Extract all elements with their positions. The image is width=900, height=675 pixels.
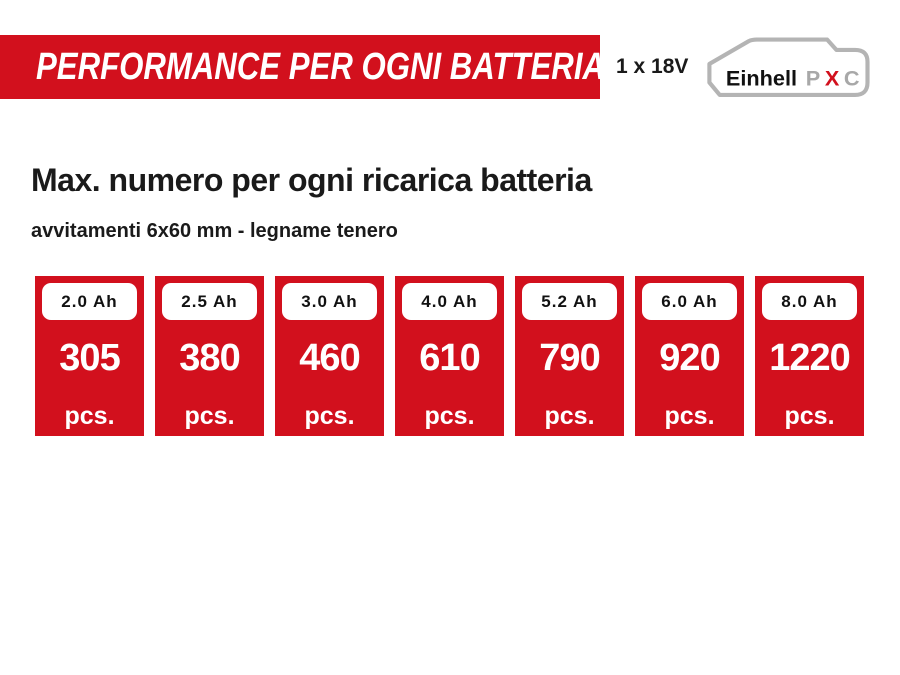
battery-card: 2.5 Ah 380 pcs. (155, 276, 264, 436)
capacity-badge: 2.5 Ah (162, 283, 257, 320)
screw-count-value: 305 (59, 337, 120, 379)
logo-letter-x: X (825, 66, 840, 91)
capacity-badge: 2.0 Ah (42, 283, 137, 320)
screw-count-value: 380 (179, 337, 240, 379)
capacity-badge: 5.2 Ah (522, 283, 617, 320)
unit-label: pcs. (64, 402, 115, 430)
pxc-battery-outline-icon: Einhell P X C (707, 37, 870, 97)
screw-count-value: 790 (539, 337, 600, 379)
capacity-badge: 8.0 Ah (762, 283, 857, 320)
page-subtitle: avvitamenti 6x60 mm - legname tenero (31, 220, 398, 242)
battery-card: 3.0 Ah 460 pcs. (275, 276, 384, 436)
einhell-pxc-logo: Einhell P X C (705, 36, 875, 98)
capacity-badge: 4.0 Ah (402, 283, 497, 320)
banner-title: PERFORMANCE PER OGNI BATTERIA (36, 45, 600, 88)
unit-label: pcs. (784, 402, 835, 430)
screw-count-value: 610 (419, 337, 480, 379)
battery-config-label: 1 x 18V (616, 55, 689, 78)
battery-cards-row: 2.0 Ah 305 pcs. 2.5 Ah 380 pcs. 3.0 Ah 4… (35, 276, 864, 436)
screw-count-value: 1220 (769, 337, 851, 379)
svg-text:Einhell P X: Einhell P X C (726, 66, 860, 91)
battery-card: 2.0 Ah 305 pcs. (35, 276, 144, 436)
logo-letter-c: C (844, 66, 860, 91)
capacity-badge: 6.0 Ah (642, 283, 737, 320)
logo-brand-text: Einhell (726, 66, 797, 91)
battery-card: 6.0 Ah 920 pcs. (635, 276, 744, 436)
unit-label: pcs. (424, 402, 475, 430)
screw-count-value: 920 (659, 337, 720, 379)
header-banner: PERFORMANCE PER OGNI BATTERIA (0, 35, 600, 99)
unit-label: pcs. (664, 402, 715, 430)
battery-card: 4.0 Ah 610 pcs. (395, 276, 504, 436)
logo-letter-p: P (806, 66, 820, 91)
battery-card: 8.0 Ah 1220 pcs. (755, 276, 864, 436)
screw-count-value: 460 (299, 337, 360, 379)
unit-label: pcs. (544, 402, 595, 430)
unit-label: pcs. (304, 402, 355, 430)
capacity-badge: 3.0 Ah (282, 283, 377, 320)
unit-label: pcs. (184, 402, 235, 430)
page-title: Max. numero per ogni ricarica batteria (31, 162, 592, 198)
battery-card: 5.2 Ah 790 pcs. (515, 276, 624, 436)
